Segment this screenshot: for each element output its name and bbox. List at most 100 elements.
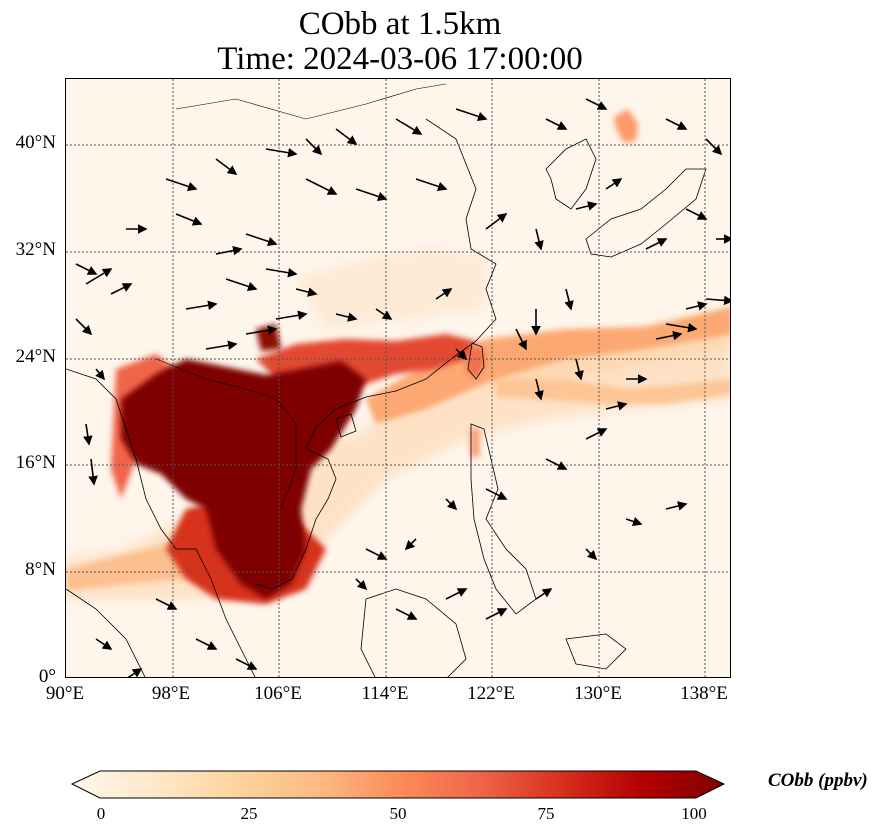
wind-arrow	[455, 108, 488, 122]
coastline-borneo	[360, 588, 467, 677]
wind-arrow	[265, 267, 298, 278]
wind-arrow	[685, 301, 708, 311]
gridlines	[66, 79, 730, 677]
wind-arrow	[404, 538, 417, 551]
coastline-sumatra	[66, 588, 146, 677]
concentration-field	[66, 109, 730, 604]
coastline-indochina-west	[66, 368, 196, 550]
colorbar-bar	[70, 770, 726, 799]
colorbar-tick-75: 75	[537, 804, 555, 823]
wind-arrow	[605, 401, 628, 411]
wind-arrow	[665, 501, 688, 511]
wind-arrow	[655, 330, 683, 341]
wind-arrow	[75, 263, 98, 275]
plume-dark-north	[256, 324, 281, 351]
wind-arrow	[355, 188, 388, 202]
lat-label-0: 0°	[38, 666, 56, 687]
wind-arrow	[455, 348, 468, 361]
coastline-korea	[545, 138, 597, 210]
wind-arrow	[110, 283, 133, 295]
wind-arrow	[265, 147, 298, 158]
wind-arrow	[75, 318, 93, 336]
wind-arrow	[685, 208, 708, 220]
plume-medium-taiwan	[466, 345, 486, 379]
lat-label-8n: 8°N	[25, 559, 56, 580]
wind-arrow	[335, 312, 358, 322]
wind-arrow	[705, 138, 723, 156]
plume-medium-band	[366, 307, 730, 424]
wind-arrow	[605, 178, 623, 190]
wind-arrow	[585, 548, 598, 561]
wind-arrow	[415, 178, 448, 192]
wind-arrow	[185, 300, 218, 311]
wind-arrow	[534, 378, 544, 401]
wind-arrow	[705, 295, 730, 306]
wind-arrow	[295, 287, 318, 297]
wind-arrow	[534, 228, 544, 251]
lon-label-130e: 130°E	[574, 683, 622, 704]
wind-arrow	[545, 458, 568, 470]
wind-arrow	[645, 238, 668, 250]
wind-arrow	[485, 608, 508, 620]
border-indochina	[155, 358, 297, 510]
plume-medium-east	[496, 379, 730, 404]
wind-arrow	[95, 638, 113, 650]
lon-label-138e: 138°E	[680, 683, 728, 704]
plume-medium-japan	[614, 109, 638, 143]
lon-label-122e: 122°E	[467, 683, 515, 704]
map-panel	[65, 78, 731, 678]
coastline-hainan	[335, 413, 357, 438]
coastline-malay	[195, 548, 256, 677]
lon-label-90e: 90°E	[45, 683, 85, 704]
wind-arrow	[215, 158, 238, 175]
wind-arrow	[245, 233, 278, 247]
plume-dark-core	[121, 359, 366, 599]
colorbar-tick-0: 0	[96, 804, 106, 823]
wind-arrow	[574, 358, 584, 381]
lon-label-114e: 114°E	[361, 683, 409, 704]
wind-arrow	[485, 213, 508, 230]
colorbar	[70, 770, 726, 799]
wind-arrow	[445, 588, 468, 600]
co-concentration-map	[66, 79, 730, 677]
wind-arrow	[305, 178, 338, 195]
wind-arrow	[225, 278, 258, 292]
wind-arrow	[395, 608, 418, 620]
wind-arrow	[195, 638, 218, 650]
lat-label-16n: 16°N	[15, 452, 56, 473]
wind-arrow	[625, 516, 643, 527]
wind-arrow	[575, 201, 598, 211]
colorbar-tick-25: 25	[240, 804, 258, 823]
coastline-philippines	[470, 423, 537, 615]
wind-arrow	[585, 98, 608, 110]
lon-label-98e: 98°E	[151, 683, 191, 704]
wind-arrow	[545, 118, 568, 130]
wind-arrow	[515, 328, 527, 351]
wind-arrow	[335, 128, 358, 145]
wind-arrow	[375, 308, 393, 320]
colorbar-tick-100: 100	[681, 804, 707, 823]
lat-label-32n: 32°N	[15, 239, 56, 260]
plume-light-north	[296, 249, 486, 329]
wind-arrow	[485, 488, 508, 500]
wind-arrow	[355, 578, 368, 591]
wind-arrow	[365, 548, 388, 560]
wind-arrow	[155, 598, 178, 610]
wind-arrow	[95, 368, 105, 381]
colorbar-label: CObb (ppbv)	[768, 770, 868, 791]
wind-arrow	[435, 288, 453, 300]
plume-medium-luzon	[470, 429, 480, 457]
title-line-2: Time: 2024-03-06 17:00:00	[217, 41, 583, 77]
colorbar-tick-50: 50	[389, 804, 407, 823]
coastline-china	[255, 118, 497, 590]
wind-arrow	[215, 245, 243, 256]
lat-label-40n: 40°N	[15, 132, 56, 153]
wind-arrow	[535, 588, 553, 600]
wind-arrow	[395, 118, 423, 135]
coastline-japan	[585, 168, 707, 258]
wind-arrow	[245, 325, 278, 336]
coastline-taiwan	[467, 342, 485, 380]
wind-arrow	[445, 498, 458, 511]
wind-arrow	[275, 310, 308, 321]
wind-arrow	[127, 668, 143, 677]
